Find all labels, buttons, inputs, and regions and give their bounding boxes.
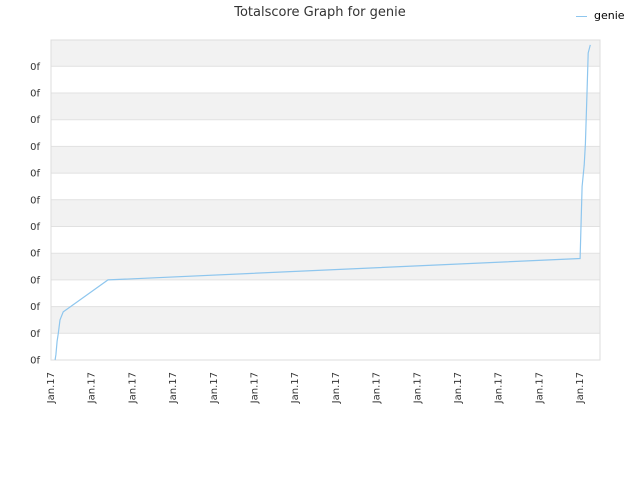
plot-band (51, 253, 600, 280)
plot-band (51, 40, 600, 67)
legend-swatch-genie (576, 16, 587, 17)
plot-frame (50, 39, 601, 361)
chart-title: Totalscore Graph for genie (234, 5, 406, 20)
y-tick-label: 0f (30, 142, 40, 153)
x-tick-label: Jan.17 (331, 372, 342, 404)
x-tick-label: Jan.17 (209, 372, 220, 404)
plot-band (51, 333, 600, 360)
x-tick-label: Jan.17 (87, 372, 98, 404)
y-tick-label: 0f (30, 356, 40, 367)
plot-band (51, 146, 600, 174)
plot-band (51, 119, 600, 147)
x-tick-label: Jan.17 (494, 372, 505, 404)
y-tick-label: 0f (30, 302, 40, 313)
y-tick-label: 0f (30, 115, 40, 126)
plot-band (51, 93, 600, 120)
x-tick-label: Jan.17 (250, 372, 261, 404)
series-layer (54, 44, 591, 361)
plot-band (51, 279, 600, 307)
y-tick-label: 0f (30, 195, 40, 206)
y-axis-ticks: 0f 0f 0f 0f 0f 0f 0f 0f 0f 0f 0f 0f (30, 62, 40, 367)
x-tick-label: Jan.17 (534, 372, 545, 404)
plot-band (51, 66, 600, 93)
legend: genie (576, 9, 625, 22)
x-tick-label: Jan.17 (168, 372, 179, 404)
y-tick-label: 0f (30, 329, 40, 340)
series-line-genie (54, 44, 591, 361)
plot-band (51, 226, 600, 254)
y-tick-label: 0f (30, 275, 40, 286)
gridlines (51, 65, 600, 361)
plot-bands (51, 40, 600, 360)
y-tick-label: 0f (30, 89, 40, 100)
x-tick-label: Jan.17 (412, 372, 423, 404)
x-axis-ticks: Jan.17 Jan.17 Jan.17 Jan.17 Jan.17 Jan.17 Jan.… (46, 372, 586, 404)
x-tick-label: Jan.17 (575, 372, 586, 404)
y-tick-label: 0f (30, 249, 40, 260)
x-tick-label: Jan.17 (372, 372, 383, 404)
plot-band (51, 173, 600, 200)
x-tick-label: Jan.17 (290, 372, 301, 404)
plot-band (51, 306, 600, 334)
y-tick-label: 0f (30, 62, 40, 73)
x-tick-label: Jan.17 (453, 372, 464, 404)
legend-label-genie: genie (594, 9, 625, 22)
x-tick-label: Jan.17 (127, 372, 138, 404)
x-tick-label: Jan.17 (46, 372, 57, 404)
y-tick-label: 0f (30, 222, 40, 233)
y-tick-label: 0f (30, 169, 40, 180)
plot-band (51, 199, 600, 227)
